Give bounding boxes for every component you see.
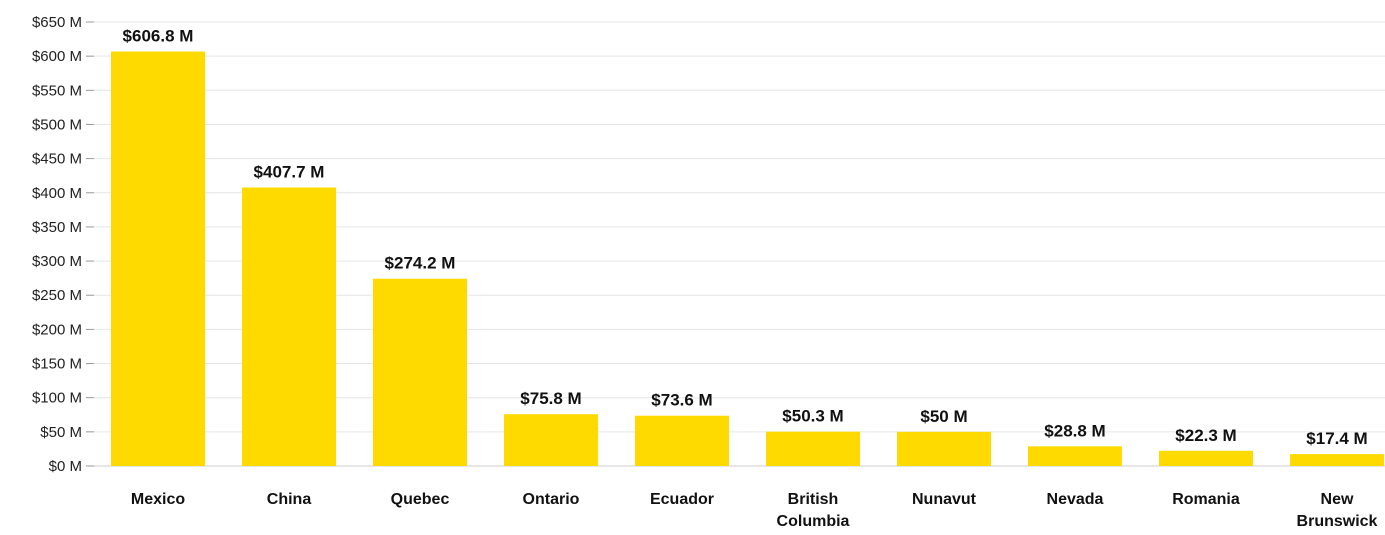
data-label: $75.8 M bbox=[520, 389, 581, 408]
data-label: $274.2 M bbox=[385, 254, 456, 273]
value-labels: $606.8 M $407.7 M $274.2 M $75.8 M $73.6 M $5… bbox=[123, 27, 1368, 449]
x-tick-label: China bbox=[267, 491, 312, 508]
bar-ecuador bbox=[635, 415, 729, 466]
y-tick-label: $550 M bbox=[32, 82, 82, 99]
bar-romania bbox=[1159, 450, 1253, 466]
x-tick-label: Ontario bbox=[523, 491, 580, 508]
bar-new-brunswick bbox=[1290, 454, 1384, 466]
x-tick-label: Ecuador bbox=[650, 491, 714, 508]
bar-mexico bbox=[111, 51, 205, 467]
y-tick-label: $500 M bbox=[32, 116, 82, 133]
x-tick-label: Quebec bbox=[391, 491, 450, 508]
y-tick-label: $400 M bbox=[32, 185, 82, 202]
x-tick-label: Nunavut bbox=[912, 491, 977, 508]
y-tick-label: $200 M bbox=[32, 321, 82, 338]
bar-nunavut bbox=[897, 431, 991, 466]
y-axis-ticks: $0 M $50 M $100 M $150 M $200 M $250 M $300 M $… bbox=[32, 14, 82, 475]
y-tick-label: $600 M bbox=[32, 48, 82, 65]
bar-china bbox=[242, 187, 336, 467]
y-tick-label: $0 M bbox=[49, 458, 82, 475]
x-axis-labels: Mexico China Quebec Ontario Ecuador British Co… bbox=[131, 491, 1378, 530]
x-tick-label: Romania bbox=[1172, 491, 1240, 508]
y-tick-label: $100 M bbox=[32, 390, 82, 407]
data-label: $407.7 M bbox=[254, 163, 325, 182]
data-label: $17.4 M bbox=[1306, 429, 1367, 448]
y-tick-label: $300 M bbox=[32, 253, 82, 270]
y-tick-label: $350 M bbox=[32, 219, 82, 236]
y-tick-label: $650 M bbox=[32, 14, 82, 31]
x-tick-label: British Columbia bbox=[777, 491, 850, 530]
data-label: $50.3 M bbox=[782, 407, 843, 426]
y-tick-label: $50 M bbox=[40, 424, 82, 441]
x-tick-label: Nevada bbox=[1047, 491, 1104, 508]
bar-quebec bbox=[373, 278, 467, 466]
data-label: $73.6 M bbox=[651, 391, 712, 410]
bar-ontario bbox=[504, 414, 598, 466]
y-tick-label: $250 M bbox=[32, 287, 82, 304]
y-tick-label: $450 M bbox=[32, 151, 82, 168]
bar-british-columbia bbox=[766, 431, 860, 466]
x-tick-label: Mexico bbox=[131, 491, 185, 508]
data-label: $28.8 M bbox=[1044, 421, 1105, 440]
x-tick-label: New Brunswick bbox=[1297, 491, 1378, 530]
bars bbox=[111, 51, 1384, 467]
y-tick-label: $150 M bbox=[32, 356, 82, 373]
data-label: $50 M bbox=[920, 407, 967, 426]
bar-nevada bbox=[1028, 446, 1122, 466]
data-label: $22.3 M bbox=[1175, 426, 1236, 445]
data-label: $606.8 M bbox=[123, 27, 194, 46]
